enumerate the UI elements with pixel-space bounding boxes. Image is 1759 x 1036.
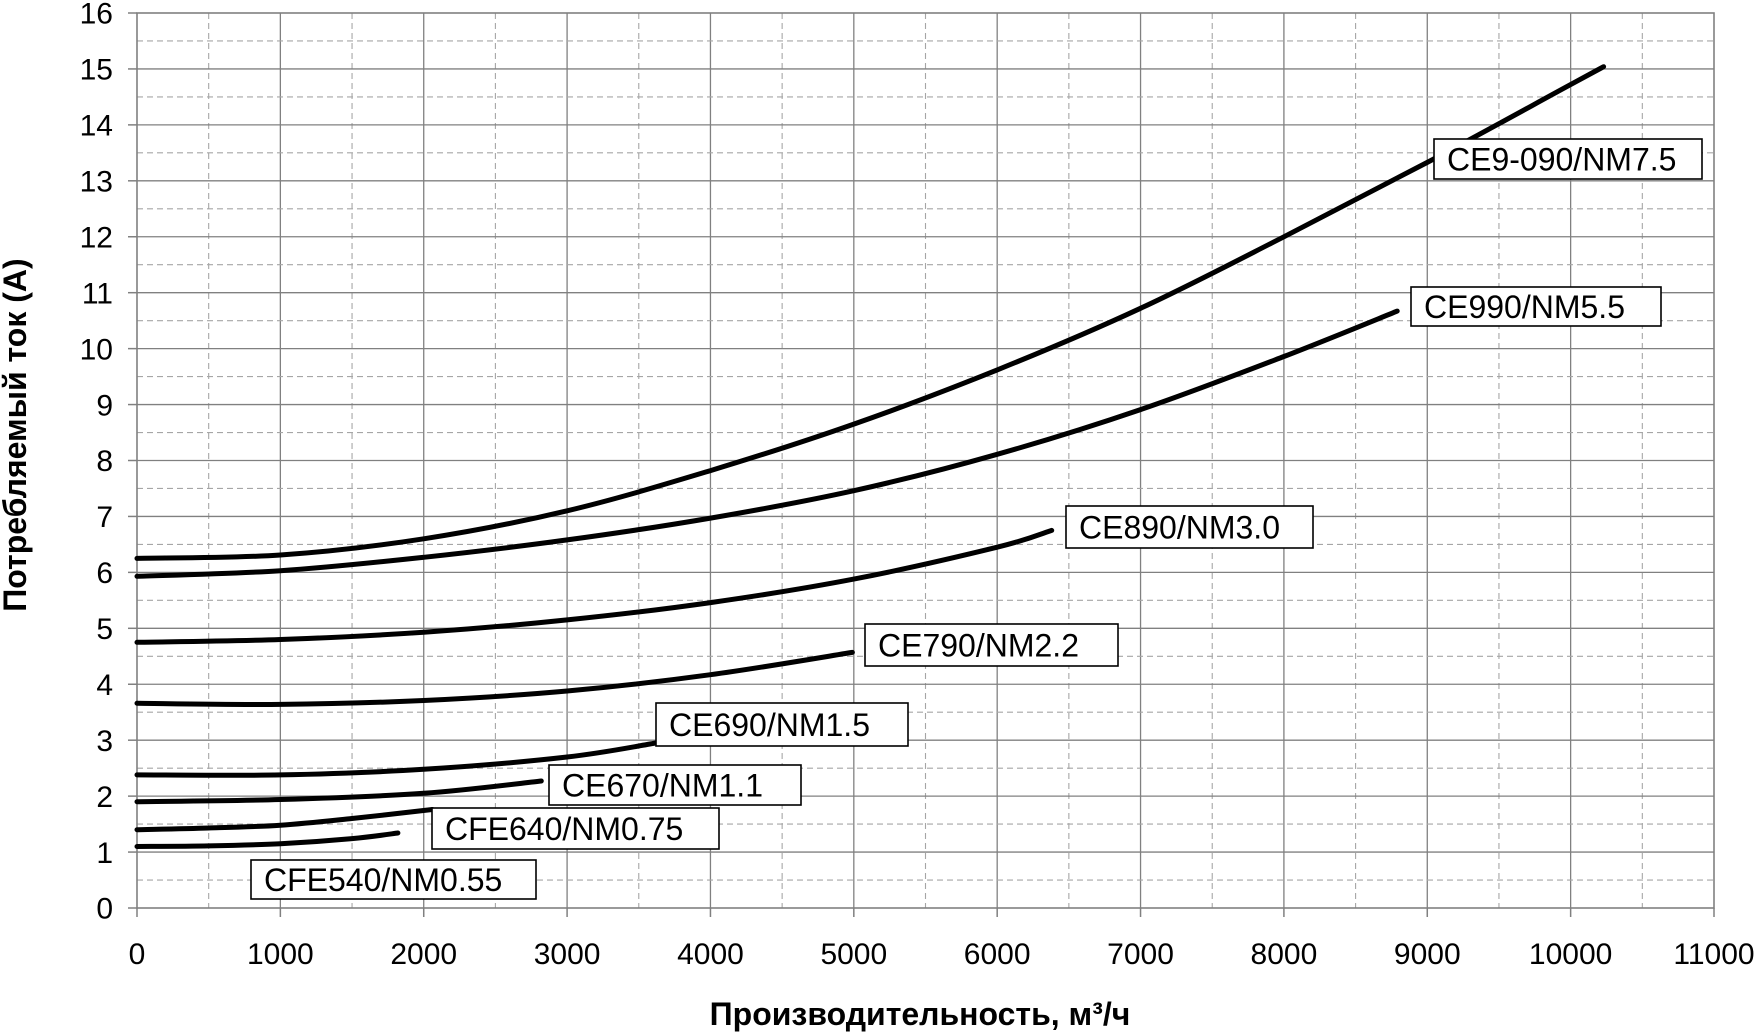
series-label-box (1410, 286, 1662, 327)
x-tick-label: 6000 (964, 938, 1031, 971)
y-tick-label: 3 (96, 725, 113, 758)
series-line-ce990-nm5-5 (134, 308, 1400, 579)
series-label-box (1433, 138, 1703, 180)
series-label-box (548, 764, 802, 806)
series-label-text: CE890/NM3.0 (1079, 509, 1280, 545)
series-line-ce690-nm1-5 (134, 740, 659, 778)
y-tick-label: 0 (96, 893, 113, 926)
series-label-text: CE670/NM1.1 (562, 767, 763, 803)
y-tick-label: 8 (96, 445, 113, 478)
y-tick-label: 1 (96, 837, 113, 870)
series-line-ce890-nm3-0 (134, 527, 1055, 645)
series-label-cfe540-nm0-55: CFE540/NM0.55 (250, 859, 537, 900)
x-tick-label: 11000 (1673, 938, 1754, 971)
series-label-text: CE790/NM2.2 (878, 627, 1079, 663)
y-tick-label: 15 (80, 54, 113, 87)
series-label-ce790-nm2-2: CE790/NM2.2 (864, 623, 1119, 667)
y-tick-label: 13 (80, 166, 113, 199)
series-label-box (655, 702, 909, 747)
series-label-ce690-nm1-5: CE690/NM1.5 (655, 702, 909, 747)
y-tick-label: 14 (80, 110, 113, 143)
series-label-box (864, 623, 1119, 667)
series-line-cfe540-nm0-55 (134, 830, 401, 849)
x-tick-label: 3000 (534, 938, 601, 971)
series-label-ce990-nm5-5: CE990/NM5.5 (1410, 286, 1662, 327)
x-tick-label: 0 (129, 938, 146, 971)
y-tick-label: 16 (80, 0, 113, 31)
series-label-box (250, 859, 537, 900)
y-tick-label: 11 (82, 277, 113, 310)
series-line-ce790-nm2-2 (134, 649, 855, 708)
x-axis-title: Производительность, м³/ч (710, 996, 1131, 1032)
series-label-box (431, 807, 720, 850)
x-tick-label: 4000 (677, 938, 744, 971)
series-line-ce9-090-nm7-5 (134, 64, 1607, 561)
series-label-text: CE9-090/NM7.5 (1447, 141, 1676, 177)
series-lines (134, 64, 1607, 849)
series-label-text: CE990/NM5.5 (1424, 289, 1625, 325)
series-label-text: CFE640/NM0.75 (445, 811, 683, 847)
x-tick-label: 1000 (247, 938, 314, 971)
y-tick-label: 7 (96, 501, 113, 534)
series-label-text: CE690/NM1.5 (669, 707, 870, 743)
y-tick-label: 6 (96, 557, 113, 590)
x-tick-label: 7000 (1107, 938, 1174, 971)
y-tick-label: 4 (96, 669, 113, 702)
tick-marks (128, 12, 1715, 917)
x-tick-label: 9000 (1394, 938, 1461, 971)
series-label-text: CFE540/NM0.55 (264, 862, 502, 898)
series-label-ce890-nm3-0: CE890/NM3.0 (1065, 505, 1314, 549)
series-line-ce670-nm1-1 (134, 778, 544, 805)
y-axis-title: Потребляемый ток (A) (0, 258, 33, 611)
x-tick-labels: 0 1000 2000 3000 4000 5000 6000 7000 8000 9000 100… (129, 938, 1755, 971)
y-tick-label: 9 (96, 389, 113, 422)
y-tick-label: 10 (80, 333, 113, 366)
x-tick-label: 5000 (820, 938, 887, 971)
y-tick-label: 12 (80, 221, 113, 254)
x-tick-label: 2000 (390, 938, 457, 971)
series-labels: CE9-090/NM7.5 CE990/NM5.5 CE890/NM3.0 CE790… (250, 138, 1703, 900)
series-label-ce670-nm1-1: CE670/NM1.1 (548, 764, 802, 806)
x-tick-label: 8000 (1251, 938, 1318, 971)
series-label-ce9-090-nm7-5: CE9-090/NM7.5 (1433, 138, 1703, 180)
y-tick-label: 2 (96, 781, 113, 814)
x-tick-label: 10000 (1529, 938, 1612, 971)
series-line-cfe640-nm0-75 (134, 807, 435, 833)
y-tick-label: 5 (96, 613, 113, 646)
series-label-box (1065, 505, 1314, 549)
series-label-cfe640-nm0-75: CFE640/NM0.75 (431, 807, 720, 850)
